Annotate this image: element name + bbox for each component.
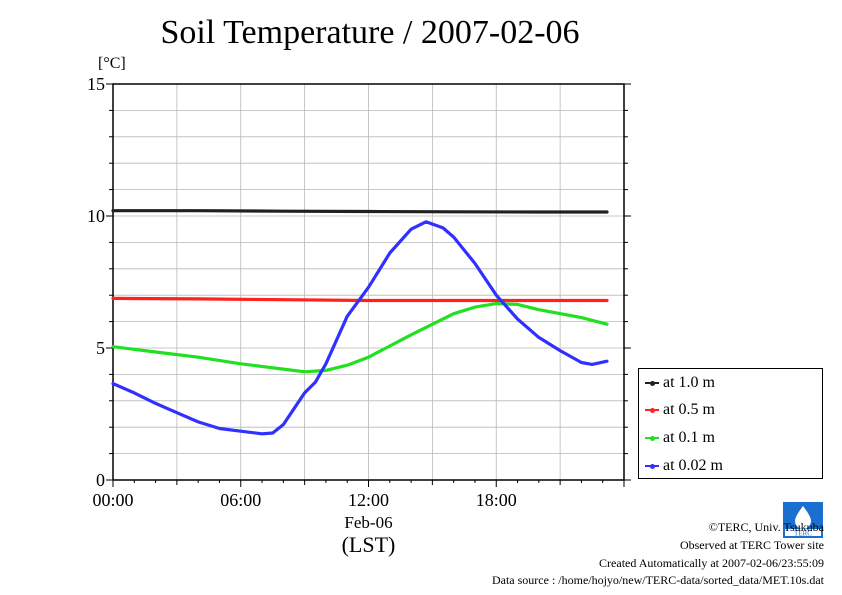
legend-swatch-1m <box>645 380 659 386</box>
legend-swatch-01m <box>645 435 659 441</box>
grid-layer <box>113 84 624 480</box>
x-axis-label: Feb-06 <box>344 513 392 532</box>
x-tick-label: 06:00 <box>220 490 261 510</box>
legend-swatch-05m <box>645 407 659 413</box>
y-tick-label: 15 <box>87 74 105 94</box>
credit-observed: Observed at TERC Tower site <box>679 538 824 552</box>
y-axis-unit-label: [°C] <box>98 55 126 72</box>
y-tick-label: 5 <box>96 338 105 358</box>
y-ticks: 0 5 10 15 <box>87 74 631 490</box>
legend-item-01m: at 0.1 m <box>645 428 715 448</box>
legend-item-1m: at 1.0 m <box>645 373 715 393</box>
legend-label-1m: at 1.0 m <box>663 374 715 391</box>
legend-label-01m: at 0.1 m <box>663 429 715 446</box>
series-line-1 <box>111 296 609 303</box>
y-tick-label: 0 <box>96 470 105 490</box>
legend-item-002m: at 0.02 m <box>645 456 723 476</box>
series-line-0 <box>111 209 609 214</box>
logo-text: TERC <box>794 530 812 538</box>
x-tick-label: 18:00 <box>476 490 517 510</box>
x-ticks: 00:00 06:00 12:00 18:00 <box>92 480 625 510</box>
credit-copyright: ©TERC, Univ. Tsukuba <box>708 520 824 534</box>
credit-source: Data source : /home/hojyo/new/TERC-data/… <box>491 573 824 587</box>
legend: at 1.0 m at 0.5 m at 0.1 m at 0.02 m <box>638 368 823 479</box>
series-layer <box>111 209 609 436</box>
legend-item-05m: at 0.5 m <box>645 400 715 420</box>
terc-logo-icon: TERC <box>783 502 823 538</box>
legend-swatch-002m <box>645 463 659 469</box>
series-line-2 <box>111 302 609 374</box>
series-line-3 <box>111 220 609 436</box>
x-tick-label: 12:00 <box>348 490 389 510</box>
x-tick-label: 00:00 <box>92 490 133 510</box>
x-axis-label-lst: (LST) <box>342 532 396 557</box>
chart-title: Soil Temperature / 2007-02-06 <box>160 14 580 51</box>
legend-label-05m: at 0.5 m <box>663 401 715 418</box>
credit-created: Created Automatically at 2007-02-06/23:5… <box>599 556 824 570</box>
y-tick-label: 10 <box>87 206 105 226</box>
legend-label-002m: at 0.02 m <box>663 457 723 474</box>
